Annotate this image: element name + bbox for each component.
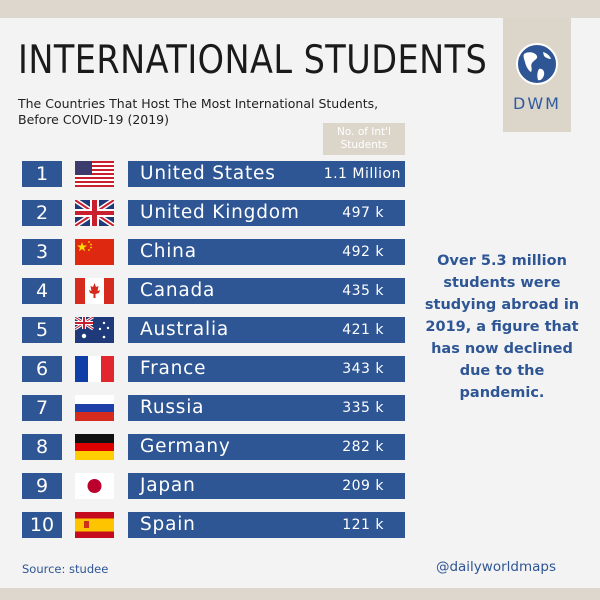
country-name: Australia [140,319,230,340]
country-bar: United Kingdom 497 k [128,200,405,226]
logo-text: DWM [513,94,561,113]
country-bar: Germany 282 k [128,434,405,460]
country-name: France [140,358,207,379]
list-item: 3 China 492 k [0,239,405,265]
rank-badge: 10 [22,512,62,538]
subtitle: The Countries That Host The Most Interna… [18,96,379,127]
country-bar: Australia 421 k [128,317,405,343]
globe-icon [516,43,558,85]
country-name: Germany [140,436,231,457]
student-count: 343 k [342,361,384,377]
country-name: Canada [140,280,216,301]
japan-flag-icon [75,473,114,499]
country-bar: France 343 k [128,356,405,382]
student-count: 282 k [342,439,384,455]
country-bar: Spain 121 k [128,512,405,538]
rank-badge: 1 [22,161,62,187]
social-handle: @dailyworldmaps [435,559,556,575]
logo-box: DWM [503,18,571,132]
student-count: 1.1 Million [323,166,401,182]
country-name: China [140,241,197,262]
spain-flag-icon [75,512,114,538]
student-count: 121 k [342,517,384,533]
list-item: 10 Spain 121 k [0,512,405,538]
list-item: 6 France 343 k [0,356,405,382]
student-count: 497 k [342,205,384,221]
country-name: United Kingdom [140,202,300,223]
rank-badge: 4 [22,278,62,304]
country-name: Russia [140,397,205,418]
infographic-card: INTERNATIONAL STUDENTS The Countries Tha… [0,18,600,588]
list-item: 8 Germany 282 k [0,434,405,460]
list-item: 1 United States 1.1 Million [0,161,405,187]
france-flag-icon [75,356,114,382]
us-flag-icon [75,161,114,187]
rank-badge: 8 [22,434,62,460]
list-item: 4 Canada 435 k [0,278,405,304]
rank-badge: 5 [22,317,62,343]
uk-flag-icon [75,200,114,226]
list-item: 2 United Kingdom 497 k [0,200,405,226]
list-item: 9 Japan 209 k [0,473,405,499]
canada-flag-icon [75,278,114,304]
country-bar: Japan 209 k [128,473,405,499]
country-bar: China 492 k [128,239,405,265]
list-item: 7 Russia 335 k [0,395,405,421]
column-header: No. of Int'l Students [323,123,405,155]
rank-badge: 9 [22,473,62,499]
list-item: 5 Australia 4 [0,317,405,343]
germany-flag-icon [75,434,114,460]
source-note: Source: studee [22,562,109,576]
rank-badge: 3 [22,239,62,265]
australia-flag-icon [75,317,114,343]
russia-flag-icon [75,395,114,421]
country-name: Spain [140,514,196,535]
rank-badge: 6 [22,356,62,382]
country-bar: United States 1.1 Million [128,161,405,187]
country-name: United States [140,163,276,184]
rank-badge: 7 [22,395,62,421]
student-count: 435 k [342,283,384,299]
page-title: INTERNATIONAL STUDENTS [18,38,488,83]
country-name: Japan [140,475,196,496]
country-bar: Russia 335 k [128,395,405,421]
student-count: 335 k [342,400,384,416]
student-count: 492 k [342,244,384,260]
side-note: Over 5.3 million students were studying … [424,253,580,401]
rank-badge: 2 [22,200,62,226]
country-bar: Canada 435 k [128,278,405,304]
student-count: 209 k [342,478,384,494]
china-flag-icon [75,239,114,265]
student-count: 421 k [342,322,384,338]
